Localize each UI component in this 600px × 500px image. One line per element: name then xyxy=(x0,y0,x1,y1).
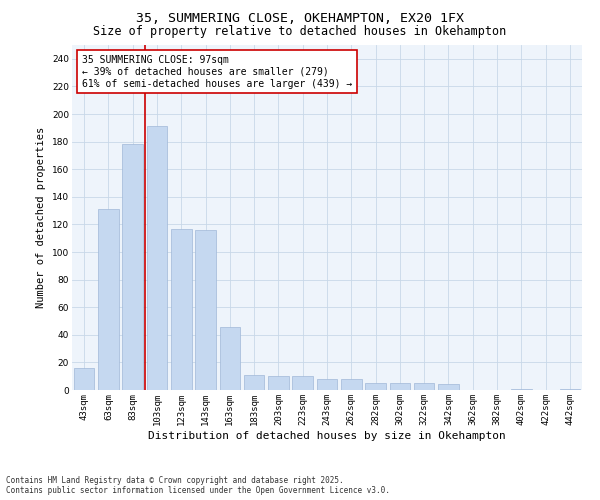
Bar xyxy=(292,376,313,390)
Text: Size of property relative to detached houses in Okehampton: Size of property relative to detached ho… xyxy=(94,25,506,38)
Text: 35, SUMMERING CLOSE, OKEHAMPTON, EX20 1FX: 35, SUMMERING CLOSE, OKEHAMPTON, EX20 1F… xyxy=(136,12,464,26)
Bar xyxy=(98,209,119,390)
Bar xyxy=(268,376,289,390)
Bar xyxy=(220,326,240,390)
Bar xyxy=(171,228,191,390)
Bar xyxy=(146,126,167,390)
Text: Contains HM Land Registry data © Crown copyright and database right 2025.
Contai: Contains HM Land Registry data © Crown c… xyxy=(6,476,390,495)
Bar xyxy=(560,388,580,390)
Bar xyxy=(438,384,459,390)
Text: 35 SUMMERING CLOSE: 97sqm
← 39% of detached houses are smaller (279)
61% of semi: 35 SUMMERING CLOSE: 97sqm ← 39% of detac… xyxy=(82,56,352,88)
Bar xyxy=(195,230,216,390)
Bar xyxy=(365,383,386,390)
Bar xyxy=(244,375,265,390)
Bar xyxy=(511,388,532,390)
Y-axis label: Number of detached properties: Number of detached properties xyxy=(37,127,46,308)
Bar xyxy=(317,379,337,390)
Bar xyxy=(74,368,94,390)
Bar xyxy=(341,379,362,390)
Bar xyxy=(122,144,143,390)
Bar xyxy=(414,383,434,390)
Bar xyxy=(389,383,410,390)
X-axis label: Distribution of detached houses by size in Okehampton: Distribution of detached houses by size … xyxy=(148,430,506,440)
